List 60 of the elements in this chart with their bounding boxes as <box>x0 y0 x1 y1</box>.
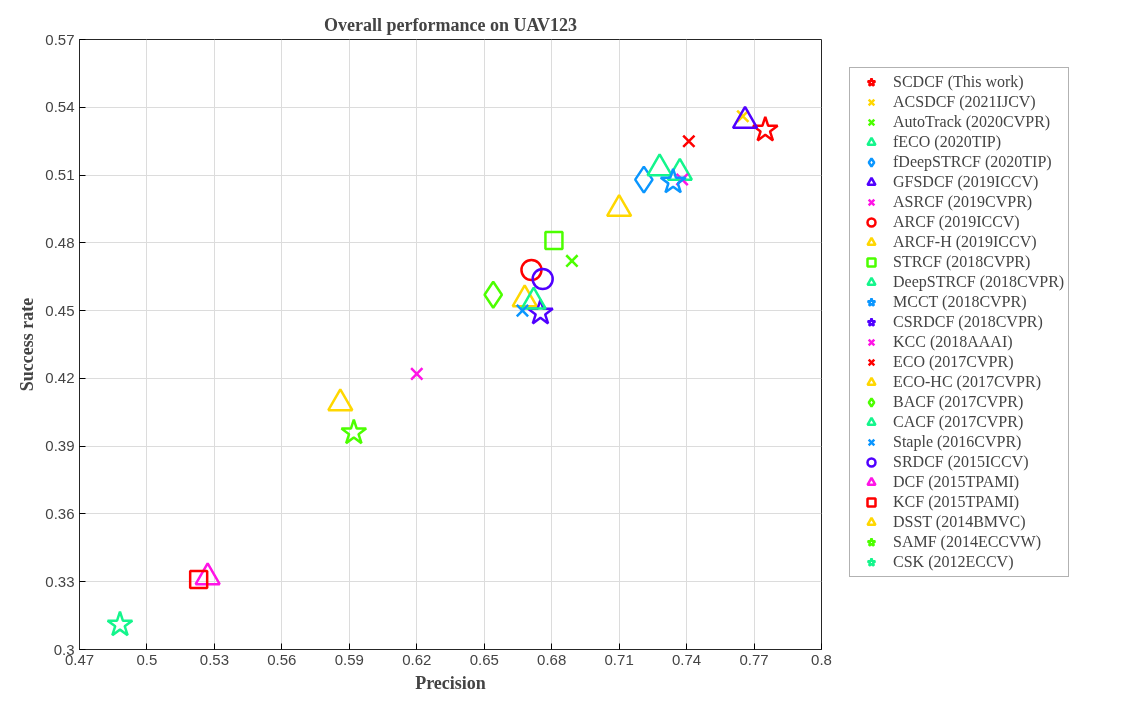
y-axis-title: Success rate <box>17 297 38 392</box>
point <box>106 610 134 637</box>
legend-label: BACF (2017CVPR) <box>893 392 1024 412</box>
x-tick-label: 0.5 <box>136 650 158 668</box>
x-tick-label: 0.8 <box>811 650 832 668</box>
legend-label: GFSDCF (2019ICCV) <box>893 172 1039 192</box>
x-tick-label: 0.71 <box>604 650 634 668</box>
y-tick-label: 0.36 <box>45 504 75 522</box>
legend-label: ARCF-H (2019ICCV) <box>893 232 1037 252</box>
legend-label: CSRDCF (2018CVPR) <box>893 312 1043 332</box>
x-tick-label: 0.77 <box>739 650 769 668</box>
y-tick-label: 0.48 <box>45 233 75 251</box>
point <box>409 366 424 381</box>
x-tick-label: 0.59 <box>334 650 364 668</box>
point <box>531 267 554 291</box>
x-tick-label: 0.62 <box>402 650 432 668</box>
y-tick-label: 0.42 <box>45 369 75 387</box>
legend-label: fECO (2020TIP) <box>893 132 1001 152</box>
legend-label: ASRCF (2019CVPR) <box>893 192 1033 212</box>
point <box>633 165 654 194</box>
x-tick-label: 0.56 <box>267 650 297 668</box>
legend-label: ECO-HC (2017CVPR) <box>893 372 1042 392</box>
x-axis-title: Precision <box>415 672 486 693</box>
point <box>544 230 564 251</box>
legend-label: DSST (2014BMVC) <box>893 512 1026 532</box>
y-tick-label: 0.54 <box>45 98 75 116</box>
point <box>681 134 696 149</box>
legend-label: Staple (2016CVPR) <box>893 432 1022 452</box>
legend-label: MCCT (2018CVPR) <box>893 292 1027 312</box>
point <box>340 418 368 445</box>
legend-label: SAMF (2014ECCVW) <box>893 532 1042 552</box>
legend-label: ECO (2017CVPR) <box>893 352 1014 372</box>
legend-label: CACF (2017CVPR) <box>893 412 1024 432</box>
y-tick-label: 0.45 <box>45 301 75 319</box>
legend-label: KCC (2018AAAI) <box>893 332 1013 352</box>
legend-label: ACSDCF (2021IJCV) <box>893 92 1036 112</box>
legend-label: KCF (2015TPAMI) <box>893 492 1020 512</box>
x-tick-label: 0.68 <box>537 650 567 668</box>
legend-label: CSK (2012ECCV) <box>893 552 1014 572</box>
x-tick-label: 0.74 <box>671 650 702 668</box>
y-tick-label: 0.33 <box>45 572 75 590</box>
legend-label: STRCF (2018CVPR) <box>893 252 1031 272</box>
legend-label: fDeepSTRCF (2020TIP) <box>893 152 1052 172</box>
point <box>565 254 579 268</box>
point <box>751 115 779 142</box>
x-tick-label: 0.65 <box>469 650 499 668</box>
legend-label: SRDCF (2015ICCV) <box>893 452 1029 472</box>
legend-label: DCF (2015TPAMI) <box>893 472 1020 492</box>
y-tick-label: 0.57 <box>45 30 75 48</box>
point <box>515 303 530 318</box>
x-tick-label: 0.53 <box>199 650 230 668</box>
point <box>659 167 687 194</box>
y-tick-label: 0.51 <box>45 166 75 184</box>
legend-label: DeepSTRCF (2018CVPR) <box>893 272 1065 292</box>
legend-label: ARCF (2019ICCV) <box>893 212 1020 232</box>
y-tick-label: 0.39 <box>45 437 75 455</box>
legend-label: SCDCF (This work) <box>893 72 1024 92</box>
chart-title: Overall performance on UAV123 <box>323 14 578 35</box>
point <box>483 280 504 310</box>
legend-label: AutoTrack (2020CVPR) <box>893 112 1051 132</box>
